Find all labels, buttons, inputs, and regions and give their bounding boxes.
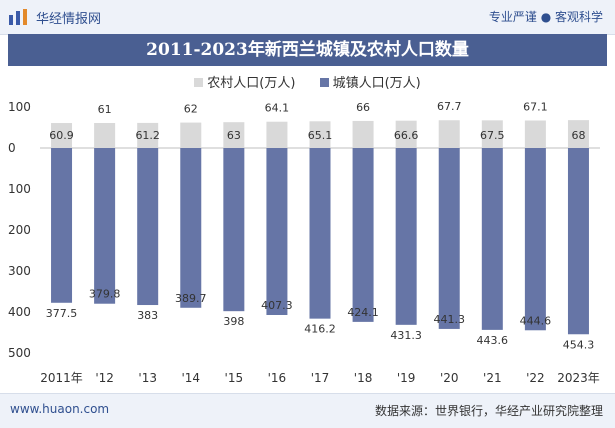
urban-bar (266, 148, 288, 315)
legend-swatch-urban (319, 78, 329, 87)
legend-label-urban: 城镇人口(万人) (332, 76, 421, 91)
rural-bar (567, 120, 589, 148)
urban-data-label: 454.3 (563, 338, 595, 351)
rural-data-label: 63 (227, 129, 241, 142)
x-tick-label: '18 (354, 371, 373, 385)
brand-name: 华经情报网 (36, 12, 102, 27)
urban-bar (524, 148, 546, 331)
title-bar: 2011-2023年新西兰城镇及农村人口数量 (8, 34, 607, 66)
legend-label-rural: 农村人口(万人) (207, 76, 296, 91)
urban-data-label: 416.2 (304, 323, 336, 336)
rural-data-label: 66.6 (394, 129, 419, 142)
urban-bar (137, 148, 159, 306)
urban-bar (223, 148, 245, 312)
urban-data-label: 377.5 (46, 307, 78, 320)
footer-website: www.huaon.com (10, 402, 110, 416)
x-tick-label: 2011年 (40, 371, 83, 385)
rural-bar (137, 122, 159, 148)
rural-bar (266, 121, 288, 148)
y-tick-label: 400 (8, 305, 31, 319)
legend: 农村人口(万人) 城镇人口(万人) (0, 72, 615, 91)
urban-bar (438, 148, 460, 329)
rural-data-label: 60.9 (49, 129, 74, 142)
rural-data-label: 62 (184, 103, 198, 116)
rural-bar (94, 122, 116, 148)
x-tick-label: '16 (268, 371, 287, 385)
x-tick-label: '15 (225, 371, 244, 385)
y-tick-label: 100 (8, 100, 31, 114)
rural-bar (524, 120, 546, 148)
x-tick-label: '12 (95, 371, 114, 385)
rural-data-label: 66 (356, 101, 370, 114)
rural-data-label: 67.1 (523, 100, 548, 113)
x-tick-label: '20 (440, 371, 459, 385)
urban-data-label: 407.3 (261, 299, 293, 312)
rural-bar (395, 120, 417, 148)
y-tick-label: 500 (8, 346, 31, 360)
rural-data-label: 64.1 (265, 102, 290, 115)
urban-data-label: 389.7 (175, 292, 207, 305)
legend-item-rural: 农村人口(万人) (194, 72, 295, 91)
y-tick-label: 200 (8, 223, 31, 237)
urban-data-label: 383 (137, 309, 158, 322)
urban-bar (94, 148, 116, 304)
x-tick-label: '21 (483, 371, 502, 385)
urban-bar (352, 148, 374, 322)
urban-bar (309, 148, 331, 319)
urban-data-label: 441.3 (433, 313, 465, 326)
rural-bar (352, 120, 374, 148)
urban-data-label: 431.3 (390, 329, 422, 342)
legend-swatch-rural (194, 78, 204, 87)
y-tick-label: 0 (8, 141, 16, 155)
rural-bar (223, 122, 245, 148)
urban-bar (180, 148, 202, 308)
x-tick-label: '22 (526, 371, 545, 385)
y-tick-label: 100 (8, 182, 31, 196)
urban-data-label: 398 (223, 315, 244, 328)
footer-source: 数据来源：世界银行，华经产业研究院整理 (374, 404, 603, 418)
x-tick-label: '19 (397, 371, 416, 385)
rural-data-label: 67.7 (437, 100, 462, 113)
urban-data-label: 424.1 (347, 306, 379, 319)
y-tick-label: 300 (8, 264, 31, 278)
legend-item-urban: 城镇人口(万人) (319, 72, 421, 91)
x-tick-label: '14 (181, 371, 200, 385)
x-tick-label: '17 (311, 371, 330, 385)
urban-bar (567, 148, 589, 335)
urban-bar (51, 148, 73, 303)
rural-data-label: 67.5 (480, 129, 505, 142)
rural-data-label: 68 (571, 129, 585, 142)
urban-data-label: 443.6 (477, 334, 509, 347)
urban-data-label: 444.6 (520, 314, 552, 327)
rural-data-label: 61 (98, 103, 112, 116)
rural-bar (51, 123, 73, 148)
urban-data-label: 379.8 (89, 288, 121, 301)
rural-bar (180, 122, 202, 148)
urban-bar (395, 148, 417, 325)
x-tick-label: '13 (138, 371, 157, 385)
rural-bar (438, 120, 460, 148)
rural-data-label: 65.1 (308, 129, 333, 142)
x-tick-label: 2023年 (557, 371, 600, 385)
rural-bar (481, 120, 503, 148)
logo-icon (9, 9, 27, 25)
rural-bar (309, 121, 331, 148)
rural-data-label: 61.2 (135, 129, 160, 142)
urban-bar (481, 148, 503, 330)
footer-bar: www.huaon.com 数据来源：世界银行，华经产业研究院整理 (0, 393, 615, 428)
chart-title: 2011-2023年新西兰城镇及农村人口数量 (146, 40, 469, 60)
slogan: 专业严谨 ● 客观科学 (488, 10, 603, 24)
